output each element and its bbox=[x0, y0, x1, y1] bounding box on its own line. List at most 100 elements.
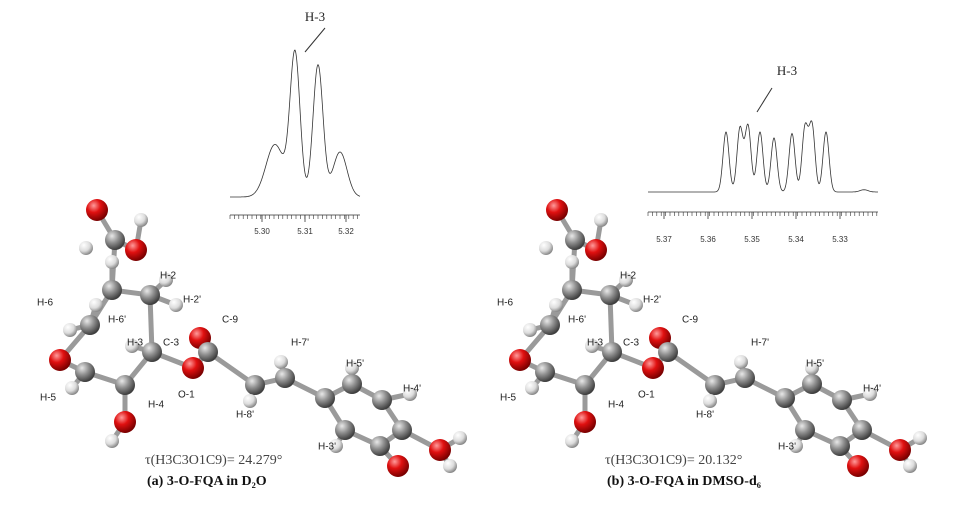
atom-label: H-7' bbox=[751, 338, 769, 349]
atom bbox=[546, 199, 568, 221]
atom-label: H-2' bbox=[643, 295, 661, 306]
atom-label: H-5 bbox=[500, 393, 517, 404]
atom bbox=[585, 339, 599, 353]
atom bbox=[658, 342, 678, 362]
panel: 5.30 5.31 5.32 H-3 H-6 H-6' H-2 H-2' H-3 C-3 C-9 H-… bbox=[37, 9, 467, 489]
atom-label: H-4 bbox=[608, 400, 625, 411]
atom bbox=[142, 342, 162, 362]
spectrum-tick-label: 5.32 bbox=[338, 227, 354, 236]
atom bbox=[523, 323, 537, 337]
atom bbox=[140, 285, 160, 305]
atom-label: C-9 bbox=[682, 315, 699, 326]
torsion-angle: τ(H3C3O1C9)= 20.132° bbox=[605, 453, 742, 468]
atom-label: H-6' bbox=[108, 315, 126, 326]
atom-label: H-6 bbox=[37, 298, 54, 309]
peak-label: H-3 bbox=[777, 63, 797, 78]
atom bbox=[913, 431, 927, 445]
atom bbox=[342, 374, 362, 394]
atom bbox=[847, 455, 869, 477]
atom bbox=[735, 368, 755, 388]
atom bbox=[89, 298, 103, 312]
panel-caption: (b) 3-O-FQA in DMSO-d₆ bbox=[607, 474, 761, 489]
spectrum-tick-label: 5.31 bbox=[297, 227, 313, 236]
spectrum-tick-label: 5.37 bbox=[656, 235, 672, 244]
atom-label: H-4' bbox=[863, 384, 881, 395]
atom bbox=[105, 255, 119, 269]
atom bbox=[63, 323, 77, 337]
atom bbox=[805, 361, 819, 375]
atom bbox=[105, 434, 119, 448]
spectrum-tick-label: 5.33 bbox=[832, 235, 848, 244]
atom bbox=[525, 381, 539, 395]
atom bbox=[802, 374, 822, 394]
atom bbox=[562, 280, 582, 300]
atom bbox=[775, 388, 795, 408]
atom bbox=[795, 420, 815, 440]
atom bbox=[75, 362, 95, 382]
atom bbox=[703, 394, 717, 408]
atom-label: H-3 bbox=[587, 338, 604, 349]
atom bbox=[80, 315, 100, 335]
atom bbox=[565, 230, 585, 250]
atom bbox=[509, 349, 531, 371]
atom bbox=[105, 230, 125, 250]
atom bbox=[134, 213, 148, 227]
spectrum-tick-label: 5.35 bbox=[744, 235, 760, 244]
panel-caption: (a) 3-O-FQA in D₂O bbox=[147, 474, 267, 489]
atom bbox=[832, 390, 852, 410]
atom bbox=[535, 362, 555, 382]
spectrum-trace bbox=[648, 120, 878, 193]
atom bbox=[65, 381, 79, 395]
atom bbox=[345, 361, 359, 375]
atom bbox=[102, 280, 122, 300]
atom bbox=[734, 355, 748, 369]
atom bbox=[169, 298, 183, 312]
atom bbox=[182, 357, 204, 379]
atom bbox=[370, 436, 390, 456]
atom-label: H-4' bbox=[403, 384, 421, 395]
atom bbox=[429, 439, 451, 461]
atom bbox=[274, 355, 288, 369]
atom bbox=[852, 420, 872, 440]
atom bbox=[565, 255, 579, 269]
atom-label: H-3' bbox=[318, 442, 336, 453]
atom-label: H-7' bbox=[291, 338, 309, 349]
atom bbox=[705, 375, 725, 395]
atom bbox=[335, 420, 355, 440]
atom bbox=[443, 459, 457, 473]
spectrum-tick-label: 5.34 bbox=[788, 235, 804, 244]
atom bbox=[602, 342, 622, 362]
atom bbox=[575, 375, 595, 395]
atom bbox=[903, 459, 917, 473]
atom bbox=[245, 375, 265, 395]
atom bbox=[125, 239, 147, 261]
atom bbox=[403, 387, 417, 401]
atom bbox=[540, 315, 560, 335]
atom bbox=[830, 436, 850, 456]
atom-label: H-6' bbox=[568, 315, 586, 326]
atom bbox=[392, 420, 412, 440]
atom bbox=[243, 394, 257, 408]
atom-label: H-5' bbox=[806, 359, 824, 370]
atom bbox=[387, 455, 409, 477]
atom-label: C-9 bbox=[222, 315, 239, 326]
molecule bbox=[49, 199, 467, 477]
atom bbox=[789, 439, 803, 453]
atom bbox=[619, 273, 633, 287]
atom bbox=[453, 431, 467, 445]
atom bbox=[275, 368, 295, 388]
atom bbox=[329, 439, 343, 453]
atom bbox=[372, 390, 392, 410]
peak-leader bbox=[304, 27, 326, 53]
atom-label: H-2' bbox=[183, 295, 201, 306]
atom-label: H-4 bbox=[148, 400, 165, 411]
atom-label: H-5' bbox=[346, 359, 364, 370]
peak-leader bbox=[756, 87, 773, 113]
atom bbox=[315, 388, 335, 408]
atom bbox=[549, 298, 563, 312]
atom bbox=[49, 349, 71, 371]
spectrum-tick-label: 5.36 bbox=[700, 235, 716, 244]
atom bbox=[642, 357, 664, 379]
